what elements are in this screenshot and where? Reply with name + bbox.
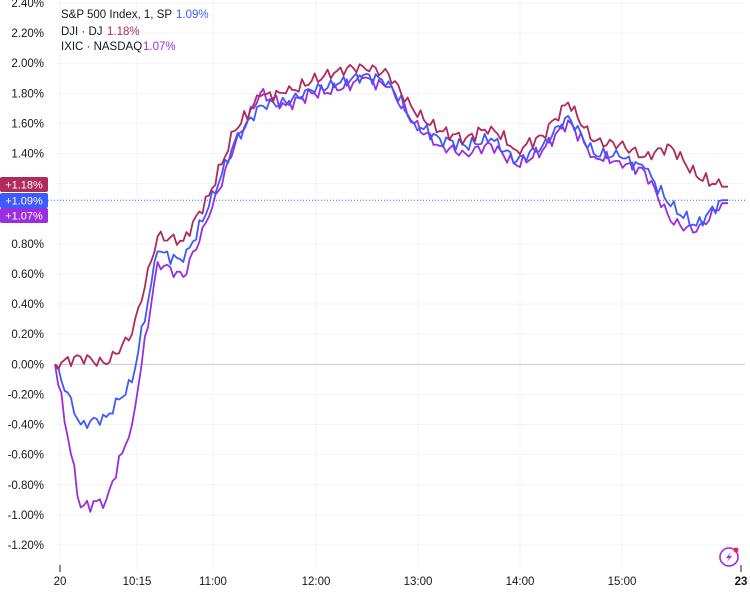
legend-label-dji: DJI · DJ bbox=[61, 26, 103, 38]
x-axis-ticks: 20 10:15 11:00 12:00 13:00 14:00 15:00 23 bbox=[54, 565, 748, 588]
legend-label-ixic: IXIC · NASDAQ bbox=[61, 41, 142, 53]
legend-value-sp500: 1.09% bbox=[176, 9, 209, 21]
last-value-badge bbox=[0, 193, 48, 208]
series-lines bbox=[54, 63, 728, 513]
last-value-badge bbox=[0, 208, 48, 223]
y-tick-label: 2.20% bbox=[11, 28, 44, 40]
x-tick-label: 15:00 bbox=[608, 576, 637, 588]
y-axis-ticks: 2.40%2.20%2.00%1.80%1.60%1.40%1.20%1.00%… bbox=[8, 0, 44, 552]
grid-lines bbox=[55, 0, 745, 570]
last-value-badge-label: +1.07% bbox=[5, 211, 43, 223]
x-tick-label: 13:00 bbox=[404, 576, 433, 588]
series-line-1 bbox=[54, 63, 728, 371]
x-tick-label: 12:00 bbox=[302, 576, 331, 588]
y-tick-label: -1.00% bbox=[8, 510, 44, 522]
legend-value-dji: 1.18% bbox=[107, 26, 140, 38]
y-tick-label: 1.40% bbox=[11, 149, 44, 161]
x-tick-label: 11:00 bbox=[199, 576, 227, 588]
y-tick-label: -0.40% bbox=[8, 420, 44, 432]
y-tick-label: -0.80% bbox=[8, 480, 44, 492]
legend-label-sp500: S&P 500 Index, 1, SP bbox=[61, 9, 172, 21]
y-tick-label: 0.00% bbox=[11, 359, 44, 371]
legend: S&P 500 Index, 1, SP 1.09% DJI · DJ 1.18… bbox=[61, 9, 209, 53]
y-tick-label: 0.80% bbox=[11, 239, 44, 251]
last-value-badges: +1.18% +1.09% +1.07% bbox=[0, 177, 48, 223]
y-tick-label: 0.20% bbox=[11, 329, 44, 341]
y-tick-label: -0.20% bbox=[8, 389, 44, 401]
x-tick-label: 23 bbox=[735, 576, 748, 588]
y-tick-label: -1.20% bbox=[8, 540, 44, 552]
series-line-0 bbox=[54, 72, 728, 430]
y-tick-label: 2.40% bbox=[11, 0, 44, 10]
y-tick-label: -0.60% bbox=[8, 450, 44, 462]
lightning-icon[interactable] bbox=[719, 547, 739, 567]
last-value-badge bbox=[0, 177, 48, 192]
last-value-badge-label: +1.18% bbox=[5, 180, 43, 192]
last-value-badge-label: +1.09% bbox=[5, 196, 43, 208]
y-tick-label: 1.60% bbox=[11, 118, 44, 130]
x-tick-label: 10:15 bbox=[123, 576, 152, 588]
x-tick-label: 20 bbox=[54, 576, 67, 588]
legend-value-ixic: 1.07% bbox=[143, 41, 176, 53]
y-tick-label: 0.40% bbox=[11, 299, 44, 311]
x-tick-label: 14:00 bbox=[506, 576, 535, 588]
y-tick-label: 1.80% bbox=[11, 88, 44, 100]
y-tick-label: 0.60% bbox=[11, 269, 44, 281]
y-tick-label: 2.00% bbox=[11, 58, 44, 70]
series-line-2 bbox=[54, 74, 728, 513]
